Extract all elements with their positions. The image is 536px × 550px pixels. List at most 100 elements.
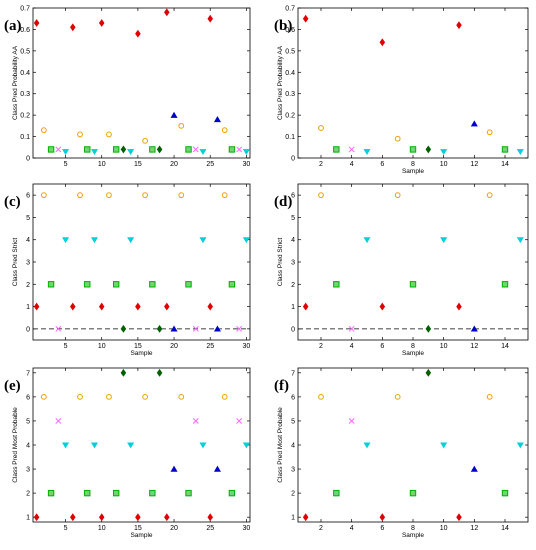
data-point	[135, 29, 141, 38]
y-tick-label: 1	[291, 515, 295, 522]
data-point	[207, 14, 213, 23]
data-point	[486, 192, 493, 199]
x-tick-label: 4	[350, 525, 354, 532]
data-point	[207, 513, 213, 522]
x-tick-label: 6	[380, 525, 384, 532]
data-point	[178, 192, 185, 199]
x-axis-label: Sample	[402, 168, 424, 175]
panel-label: (d)	[274, 194, 292, 210]
y-tick-label: 0.2	[285, 113, 295, 120]
plot-frame	[32, 183, 251, 341]
x-tick-label: 10	[98, 343, 106, 350]
plot-frame	[32, 7, 251, 159]
data-point	[516, 442, 524, 449]
data-point	[77, 192, 83, 199]
x-axis-label: Sample	[130, 532, 152, 539]
y-tick-label: 0.3	[20, 91, 30, 98]
x-tick-label: 15	[134, 161, 142, 168]
data-point	[164, 513, 170, 522]
x-tick-label: 5	[64, 161, 68, 168]
data-point	[77, 393, 83, 400]
data-point	[127, 237, 135, 244]
data-point	[156, 368, 163, 377]
panel-label: (e)	[4, 378, 21, 394]
x-tick-label: 12	[470, 161, 478, 168]
chart-panel: (a) 0 0.1 0.2 0.3 0.4 0.5 0.6 0.7 5 10 15 20 25 30 Clas…	[4, 6, 251, 168]
x-tick-label: 25	[206, 161, 214, 168]
y-tick-label: 4	[291, 443, 295, 450]
data-point	[33, 302, 40, 311]
data-point	[236, 417, 243, 424]
data-point	[185, 281, 192, 288]
data-point	[156, 324, 163, 333]
data-point	[348, 325, 355, 332]
x-tick-label: 8	[411, 343, 415, 350]
data-point	[106, 192, 112, 199]
data-point	[112, 146, 120, 153]
data-point	[470, 465, 478, 472]
data-point	[236, 146, 243, 153]
y-tick-label: 3	[26, 260, 30, 267]
plot-frame	[297, 367, 529, 523]
data-point	[62, 442, 70, 449]
y-tick-label: 3	[291, 467, 295, 474]
data-point	[228, 281, 236, 288]
x-tick-label: 2	[319, 161, 323, 168]
y-tick-label: 0	[291, 156, 295, 163]
data-point	[242, 237, 250, 244]
x-tick-label: 14	[501, 161, 509, 168]
data-point	[33, 513, 40, 522]
x-axis-label: Sample	[402, 350, 424, 357]
data-point	[363, 442, 371, 449]
data-point	[120, 145, 127, 154]
data-point	[516, 237, 524, 244]
y-tick-label: 4	[26, 443, 30, 450]
data-point	[302, 302, 309, 311]
data-point	[486, 129, 493, 136]
data-point	[170, 325, 178, 332]
data-point	[164, 302, 170, 311]
data-point	[501, 146, 509, 153]
data-point	[221, 393, 228, 400]
x-tick-label: 2	[319, 525, 323, 532]
data-point	[470, 120, 478, 127]
data-point	[394, 192, 401, 199]
data-point	[84, 489, 91, 497]
data-point	[33, 19, 40, 27]
y-tick-label: 4	[291, 237, 295, 244]
data-point	[440, 442, 448, 449]
data-point	[62, 149, 70, 155]
data-point	[456, 513, 462, 522]
x-tick-label: 25	[206, 525, 214, 532]
data-point	[516, 149, 524, 155]
data-point	[199, 442, 207, 449]
y-tick-label: 5	[291, 215, 295, 222]
data-point	[192, 146, 199, 153]
data-point	[135, 513, 141, 522]
data-point	[77, 131, 83, 138]
data-point	[84, 146, 91, 153]
data-point	[409, 489, 417, 497]
data-point	[135, 302, 141, 311]
x-tick-label: 30	[242, 525, 250, 532]
data-point	[456, 302, 462, 311]
y-axis-label: Class Pred Strict	[277, 238, 284, 287]
data-point	[185, 489, 192, 497]
x-tick-label: 10	[440, 525, 448, 532]
x-tick-label: 8	[411, 525, 415, 532]
data-point	[192, 417, 199, 424]
x-tick-label: 30	[242, 343, 250, 350]
y-tick-label: 0.7	[285, 6, 295, 13]
x-axis-label: Sample	[130, 350, 152, 357]
data-point	[112, 281, 120, 288]
y-tick-label: 1	[26, 304, 30, 311]
data-point	[40, 127, 47, 134]
x-tick-label: 10	[98, 161, 106, 168]
chart-panel: (c) 0 1 2 3 4 5 6 5 10 15 20 25 30 Sample Class Pred St…	[4, 183, 251, 357]
y-tick-label: 2	[26, 491, 30, 498]
data-point	[318, 192, 324, 199]
y-axis-label: Class Pred Strict	[12, 238, 19, 287]
data-point	[440, 237, 448, 244]
data-point	[228, 489, 236, 497]
